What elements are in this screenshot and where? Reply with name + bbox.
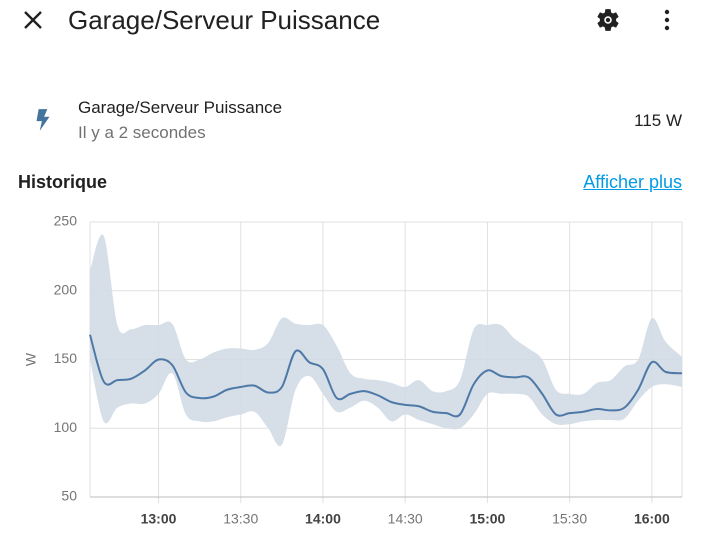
y-tick-label: 150 bbox=[54, 350, 78, 366]
history-title: Historique bbox=[18, 172, 108, 192]
x-tick-label: 14:00 bbox=[305, 511, 341, 527]
last-changed: Il y a 2 secondes bbox=[78, 123, 206, 142]
history-chart: 50 100 150 200 250 13:00 13:30 14:00 14:30 15:00 1… bbox=[23, 213, 683, 527]
x-tick-label: 13:00 bbox=[141, 511, 177, 527]
x-tick-label: 13:30 bbox=[223, 511, 258, 527]
entity-name: Garage/Serveur Puissance bbox=[78, 98, 283, 117]
x-tick-label: 16:00 bbox=[634, 511, 670, 527]
y-axis-label: W bbox=[23, 352, 39, 366]
settings-button[interactable] bbox=[595, 7, 621, 33]
x-tick-label: 15:30 bbox=[552, 511, 587, 527]
y-tick-label: 250 bbox=[54, 213, 78, 229]
y-tick-label: 200 bbox=[54, 281, 78, 297]
show-more-link[interactable]: Afficher plus bbox=[583, 172, 682, 192]
range-band bbox=[90, 234, 682, 447]
entity-icon bbox=[36, 109, 50, 131]
entity-state: 115 W bbox=[634, 111, 682, 130]
series-line bbox=[89, 334, 683, 418]
y-tick-label: 100 bbox=[54, 419, 78, 435]
y-tick-label: 50 bbox=[61, 488, 77, 504]
dialog-title: Garage/Serveur Puissance bbox=[68, 5, 381, 35]
x-tick-label: 14:30 bbox=[388, 511, 423, 527]
x-tick-label: 15:00 bbox=[470, 511, 506, 527]
menu-button[interactable] bbox=[655, 8, 679, 32]
close-button[interactable] bbox=[21, 8, 45, 32]
